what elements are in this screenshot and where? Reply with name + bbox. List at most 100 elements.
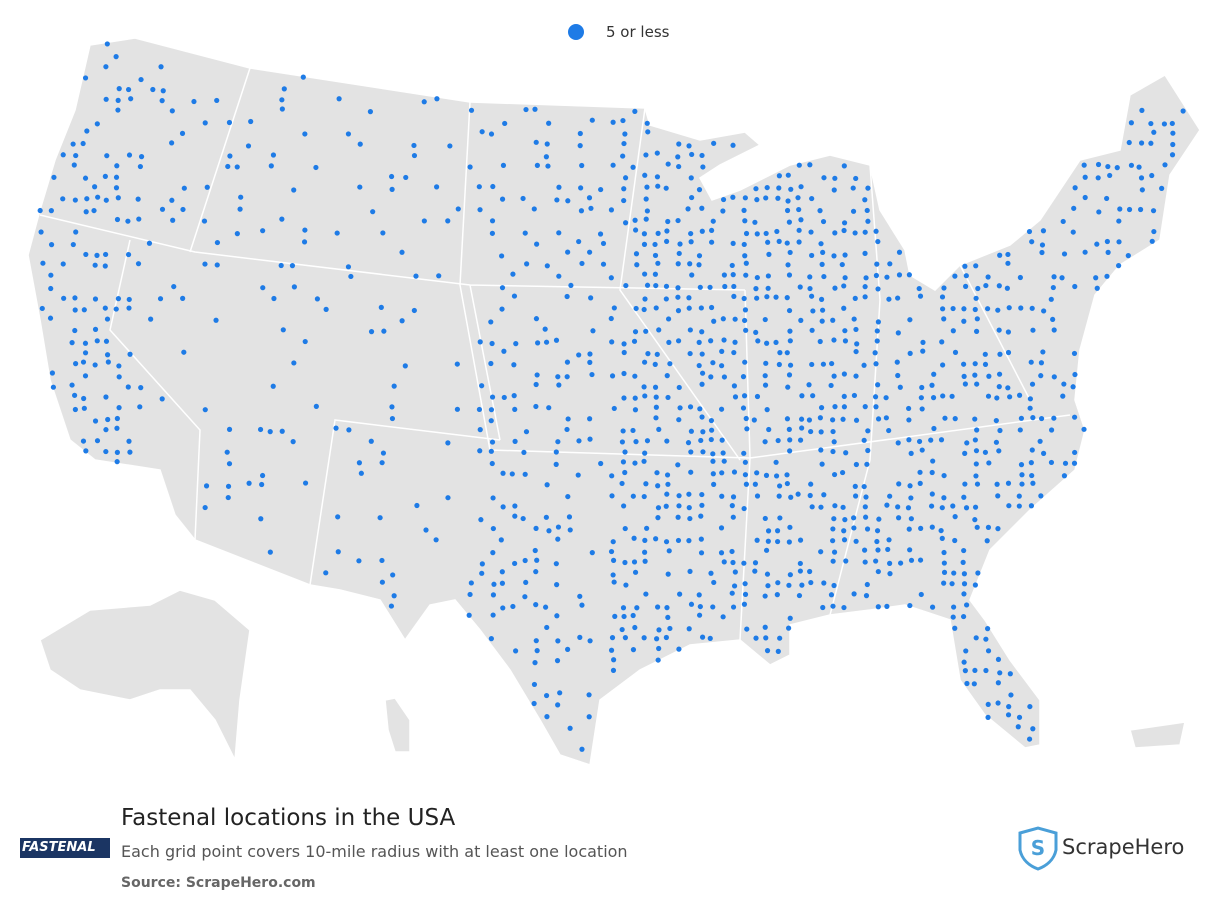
location-dot: [796, 592, 803, 599]
location-dot: [896, 249, 903, 255]
location-dot: [587, 416, 593, 422]
location-dot: [765, 285, 771, 291]
location-dot: [1027, 396, 1033, 402]
location-dot: [622, 635, 628, 641]
location-dot: [675, 261, 681, 267]
location-dot: [964, 602, 970, 608]
location-dot: [632, 217, 638, 223]
location-dot: [764, 294, 770, 300]
location-dot: [952, 625, 958, 631]
location-dot: [665, 218, 671, 225]
location-dot: [598, 186, 604, 193]
location-dot: [379, 579, 385, 585]
location-dot: [842, 275, 848, 281]
location-dot: [136, 216, 142, 222]
location-dot: [655, 604, 661, 610]
location-dot: [48, 208, 54, 214]
location-dot: [961, 306, 967, 312]
location-dot: [115, 296, 122, 302]
location-dot: [270, 152, 277, 158]
location-dot: [655, 183, 661, 189]
location-dot: [630, 493, 636, 499]
location-dot: [938, 437, 945, 443]
location-dot: [544, 624, 550, 631]
location-dot: [873, 558, 879, 564]
location-dot: [509, 471, 515, 477]
location-dot: [92, 362, 98, 368]
location-dot: [774, 538, 781, 545]
location-dot: [809, 195, 815, 202]
location-dot: [546, 528, 552, 534]
location-dot: [476, 184, 482, 190]
location-dot: [1071, 414, 1078, 420]
location-dot: [159, 98, 165, 104]
location-dot: [687, 568, 693, 575]
location-dot: [685, 206, 691, 212]
location-dot: [271, 295, 277, 302]
location-dot: [766, 251, 772, 257]
location-dot: [279, 216, 285, 222]
location-dot: [928, 437, 934, 443]
location-dot: [652, 384, 659, 390]
location-dot: [796, 206, 802, 213]
location-dot: [940, 306, 946, 312]
location-dot: [917, 480, 923, 486]
location-dot: [479, 129, 485, 135]
location-dot: [676, 163, 682, 170]
location-dot: [488, 131, 495, 137]
location-dot: [302, 227, 308, 233]
location-dot: [906, 437, 912, 443]
location-dot: [92, 184, 98, 190]
location-dot: [708, 374, 714, 380]
location-dot: [719, 493, 725, 499]
location-dot: [642, 172, 648, 178]
location-dot: [652, 252, 659, 259]
location-dot: [1070, 229, 1076, 235]
location-dot: [975, 570, 981, 576]
location-dot: [1169, 120, 1175, 127]
location-dot: [842, 338, 849, 344]
location-dot: [663, 539, 670, 545]
location-dot: [765, 538, 771, 544]
location-dot: [1005, 260, 1011, 266]
location-dot: [664, 605, 670, 611]
location-dot: [1070, 384, 1076, 390]
location-dot: [696, 187, 703, 193]
location-dot: [742, 253, 748, 259]
location-dot: [886, 296, 892, 302]
location-dot: [158, 64, 164, 70]
location-dot: [512, 438, 518, 444]
location-dot: [928, 503, 935, 509]
location-dot: [104, 316, 111, 322]
location-dot: [500, 470, 506, 476]
location-dot: [512, 406, 518, 413]
location-dot: [898, 560, 904, 566]
location-dot: [676, 417, 682, 423]
location-dot: [643, 328, 649, 334]
location-dot: [500, 504, 506, 510]
location-dot: [225, 163, 231, 170]
location-dot: [1018, 462, 1025, 468]
location-dot: [753, 286, 759, 292]
location-dot: [665, 394, 671, 401]
location-dot: [828, 592, 835, 598]
location-dot: [71, 162, 77, 168]
location-dot: [720, 208, 726, 214]
location-dot: [268, 163, 274, 169]
location-dot: [688, 601, 695, 607]
location-dot: [633, 305, 639, 312]
location-dot: [787, 524, 793, 530]
location-dot: [1094, 241, 1100, 247]
location-dot: [577, 130, 583, 137]
location-dot: [1005, 385, 1011, 391]
location-dot: [741, 241, 747, 248]
location-dot: [335, 514, 341, 520]
location-dot: [742, 359, 748, 365]
location-dot: [972, 372, 978, 378]
location-dot: [1028, 460, 1034, 466]
location-dot: [708, 338, 714, 344]
location-dot: [961, 571, 967, 577]
location-dot: [972, 582, 978, 588]
location-dot: [666, 548, 672, 554]
location-dot: [972, 667, 978, 674]
